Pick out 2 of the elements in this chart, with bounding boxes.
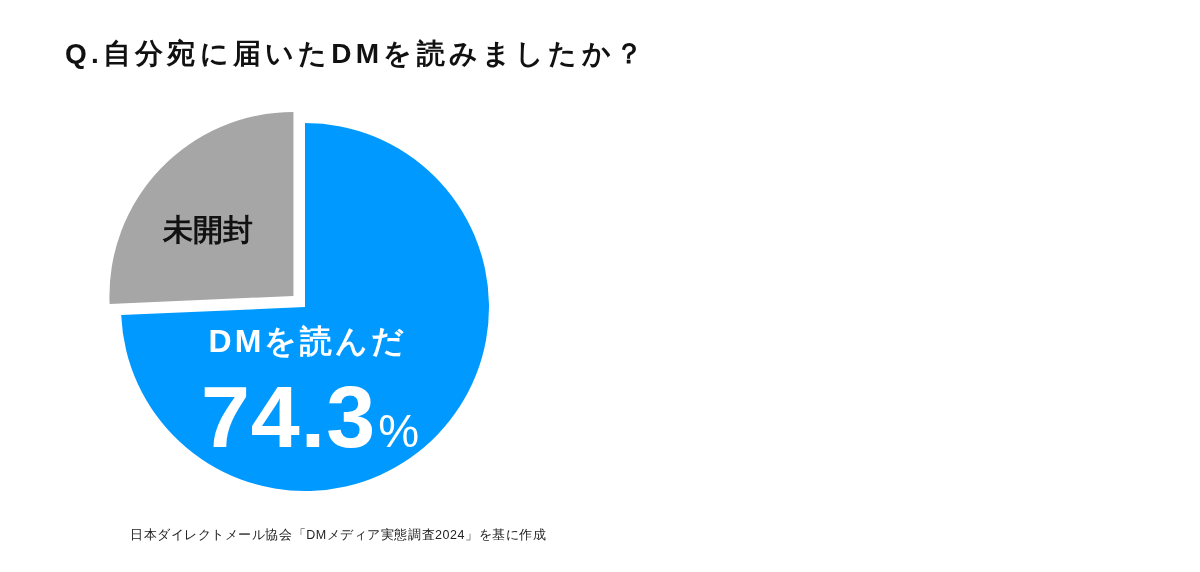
- title: Q.自分宛に届いたDMを読みましたか？: [65, 38, 647, 69]
- annotation: 日本ダイレクトメール協会「DMメディア実態調査2024」を基に作成: [130, 528, 547, 542]
